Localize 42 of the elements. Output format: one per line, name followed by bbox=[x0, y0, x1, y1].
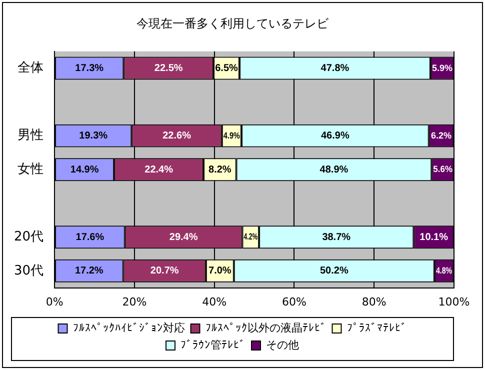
data-label: 17.3% bbox=[75, 63, 104, 74]
data-label: 22.4% bbox=[144, 164, 174, 176]
data-label: 5.9% bbox=[432, 62, 452, 73]
x-tick-label: 40% bbox=[202, 295, 227, 308]
data-label: 46.9% bbox=[320, 130, 350, 142]
legend-label: その他 bbox=[266, 338, 299, 352]
data-label: 14.9% bbox=[70, 164, 99, 176]
data-label: 22.5% bbox=[154, 63, 183, 74]
data-label: 8.2% bbox=[208, 164, 232, 176]
legend-label: ﾌﾟﾗｽﾞﾏﾃﾚﾋﾞ bbox=[346, 321, 407, 334]
y-tick-label: 30代 bbox=[14, 263, 44, 278]
data-label: 4.8% bbox=[436, 266, 452, 276]
data-label: 19.3% bbox=[79, 130, 108, 142]
data-label: 10.1% bbox=[420, 232, 448, 243]
data-label: 48.9% bbox=[320, 164, 348, 176]
y-tick-label: 全体 bbox=[18, 60, 44, 76]
x-tick-label: 60% bbox=[282, 295, 306, 308]
y-tick-label: 女性 bbox=[18, 162, 44, 177]
data-label: 6.2% bbox=[430, 130, 452, 140]
data-label: 7.0% bbox=[208, 266, 232, 277]
data-label: 17.2% bbox=[74, 266, 104, 277]
legend-label: ﾌﾙｽﾍﾟｯｸ以外の液晶ﾃﾚﾋﾞ bbox=[205, 321, 326, 334]
x-tick-label: 100% bbox=[438, 295, 470, 308]
legend-label: ﾌﾙｽﾍﾟｯｸﾊｲﾋﾞｼﾞｮﾝ対応 bbox=[72, 321, 185, 334]
x-tick-label: 0% bbox=[46, 295, 64, 308]
x-tick-label: 80% bbox=[362, 295, 386, 308]
data-label: 47.8% bbox=[320, 63, 350, 74]
data-label: 50.2% bbox=[320, 266, 348, 277]
data-label: 20.7% bbox=[150, 266, 179, 277]
x-tick-label: 20% bbox=[122, 295, 147, 308]
data-label: 5.6% bbox=[433, 164, 453, 174]
data-label: 4.2% bbox=[244, 231, 258, 242]
data-label: 38.7% bbox=[322, 232, 351, 243]
data-label: 29.4% bbox=[169, 232, 198, 243]
data-label: 22.6% bbox=[162, 130, 192, 142]
y-tick-label: 男性 bbox=[18, 128, 44, 144]
data-label: 4.9% bbox=[223, 130, 241, 141]
legend-label: ﾌﾞﾗｳﾝ管ﾃﾚﾋﾞ bbox=[180, 338, 246, 352]
data-label: 6.5% bbox=[215, 63, 238, 74]
y-tick-label: 20代 bbox=[14, 230, 44, 245]
chart-title: 今現在一番多く利用しているテレビ bbox=[136, 16, 330, 30]
data-label: 17.6% bbox=[76, 232, 104, 243]
